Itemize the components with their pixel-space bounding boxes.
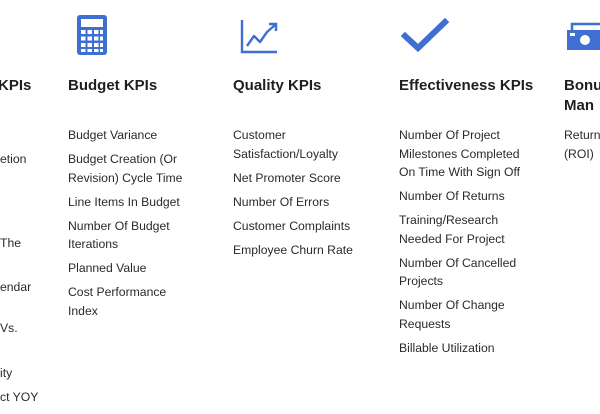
kpi-item: Line Items In Budget [68, 194, 180, 209]
kpi-item: Customer Complaints [233, 218, 351, 233]
kpi-item: Number Of Budget Iterations [68, 218, 170, 252]
kpi-item: Employee Churn Rate [233, 242, 353, 257]
line-chart-icon [240, 20, 278, 54]
fragment-text: ity [0, 366, 13, 380]
kpi-item: Cost Performance Index [68, 285, 167, 318]
money-icon [567, 22, 600, 50]
checkmark-icon [401, 17, 449, 53]
fragment-text: ct YOY [0, 390, 39, 404]
kpi-list: Customer Satisfaction/Loyalty Net Promote… [233, 126, 353, 265]
kpi-list: Return (ROI) [564, 126, 600, 169]
kpi-item: Number Of Change Requests [399, 298, 505, 331]
kpi-column-partial-right: Bonu Man Return (ROI) [564, 0, 600, 414]
column-title: Effectiveness KPIs [399, 77, 534, 94]
column-title: Bonu Man [564, 77, 600, 114]
column-title: Quality KPIs [233, 77, 322, 94]
kpi-item: Net Promoter Score [233, 170, 341, 185]
kpi-column-partial-left: KPIs etion The endar Vs. ity ct YOY [0, 0, 50, 414]
kpi-item: Budget Creation (Or Revision) Cycle Time [68, 152, 183, 185]
fragment-text: Vs. [0, 321, 18, 335]
kpi-list: Number Of Project Milestones Completed On … [399, 126, 520, 363]
kpi-item: Planned Value [68, 261, 147, 275]
kpi-item: Billable Utilization [399, 340, 495, 355]
kpi-item: Number Of Errors [233, 194, 330, 209]
calculator-icon [77, 15, 107, 55]
kpi-item: Number Of Cancelled Projects [399, 255, 517, 289]
fragment-text: The [0, 236, 22, 250]
kpi-item: Number Of Returns [399, 189, 505, 203]
column-title: KPIs [0, 77, 32, 94]
kpi-column-quality: Quality KPIs Customer Satisfaction/Loyalt… [233, 0, 393, 414]
fragment-text: endar [0, 280, 32, 294]
kpi-item: Return (ROI) [564, 128, 600, 161]
kpi-item: Customer Satisfaction/Loyalty [233, 128, 339, 161]
kpi-item: Training/Research Needed For Project [399, 213, 505, 246]
kpi-item: Number Of Project Milestones Completed On … [399, 128, 521, 179]
kpi-column-budget: Budget KPIs Budget Variance Budget Creat… [68, 0, 228, 414]
kpi-item: Budget Variance [68, 128, 158, 142]
kpi-column-effectiveness: Effectiveness KPIs Number Of Project Mile… [399, 0, 559, 414]
fragment-text: etion [0, 152, 27, 166]
column-title: Budget KPIs [68, 77, 158, 94]
kpi-list: Budget Variance Budget Creation (Or Revis… [68, 126, 182, 326]
